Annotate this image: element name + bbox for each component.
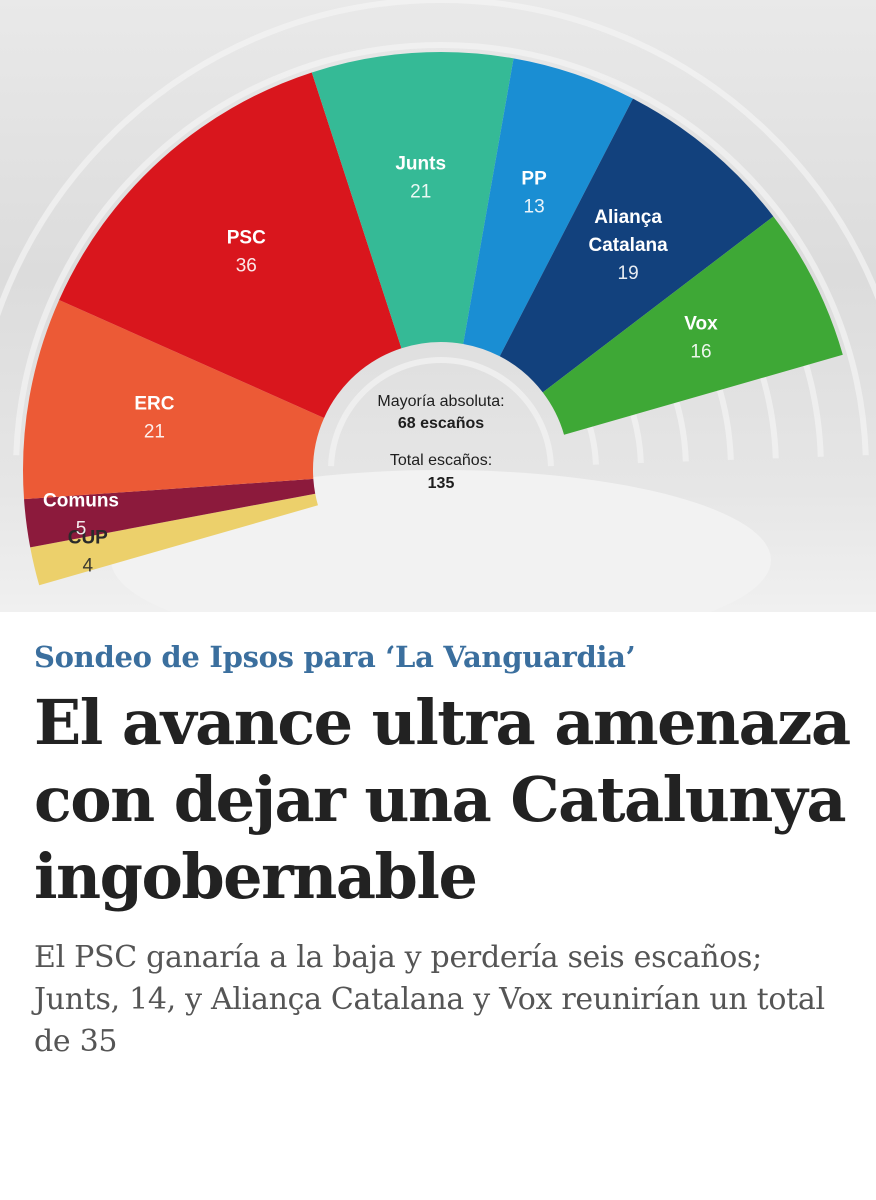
center-info: Mayoría absoluta: 68 escaños Total escañ… — [377, 393, 504, 492]
seat-segment-erc — [22, 299, 325, 500]
majority-label: Mayoría absoluta: — [377, 393, 504, 410]
chamber-ring — [328, 357, 554, 467]
article-subhead: El PSC ganaría a la baja y perdería seis… — [34, 940, 825, 1059]
seat-segment-cup — [30, 493, 318, 586]
segment-party-label: PSC — [227, 228, 266, 249]
segment-seat-value: 21 — [144, 422, 165, 443]
article: Sondeo de Ipsos para ‘La Vanguardia’ El … — [34, 640, 854, 1063]
segment-seat-value: 21 — [410, 182, 431, 203]
seat-segment-comuns — [24, 478, 316, 548]
segment-seat-value: 19 — [618, 263, 639, 284]
segment-party-label: Catalana — [588, 235, 668, 256]
seat-segment-psc — [59, 72, 402, 418]
segment-party-label: ERC — [134, 394, 174, 415]
seat-segment-vox — [542, 216, 843, 435]
total-value: 135 — [428, 475, 455, 492]
segment-party-label: CUP — [68, 528, 108, 549]
segment-party-label: Junts — [395, 154, 446, 175]
parliament-chart: CUP 4 Comuns 5 ERC 21 PSC 36 Junts 21 PP 13 Aliança C… — [0, 0, 876, 612]
seat-segment-pp — [463, 58, 633, 357]
chamber-ring — [13, 42, 869, 456]
article-kicker: Sondeo de Ipsos para ‘La Vanguardia’ — [34, 640, 636, 674]
segment-party-label: Aliança — [594, 207, 662, 228]
article-headline[interactable]: El avance ultra amenaza con dejar una Ca… — [34, 686, 851, 913]
seat-segment-junts — [311, 51, 514, 349]
segment-seat-value: 36 — [236, 256, 257, 277]
chamber-ring — [0, 0, 876, 317]
segment-seat-value: 13 — [524, 196, 545, 217]
segment-seat-value: 5 — [76, 518, 87, 539]
seat-labels: CUP 4 Comuns 5 ERC 21 PSC 36 Junts 21 PP 13 Aliança C… — [43, 154, 718, 577]
seat-segment-alian-a-catalana — [499, 98, 774, 393]
segment-seat-value: 16 — [690, 341, 711, 362]
majority-value: 68 escaños — [398, 415, 484, 432]
segment-party-label: Vox — [684, 313, 718, 334]
seat-segments — [22, 51, 843, 586]
segment-seat-value: 4 — [83, 556, 94, 577]
total-label: Total escaños: — [390, 452, 492, 469]
segment-party-label: PP — [521, 168, 547, 189]
parliament-chart-svg: CUP 4 Comuns 5 ERC 21 PSC 36 Junts 21 PP 13 Aliança C… — [0, 0, 876, 612]
segment-party-label: Comuns — [43, 490, 119, 511]
